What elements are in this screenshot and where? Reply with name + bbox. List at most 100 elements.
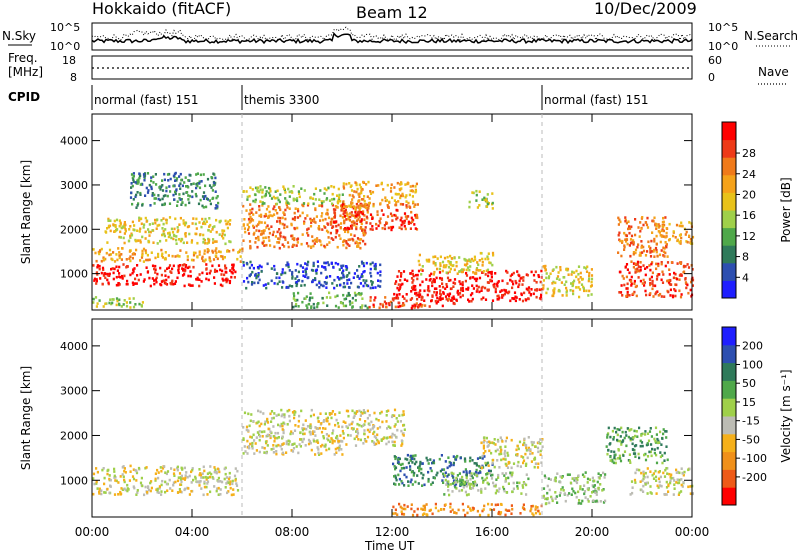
- data-cell: [288, 202, 291, 205]
- data-cell: [362, 228, 365, 231]
- data-cell: [487, 271, 490, 274]
- data-cell: [364, 202, 367, 206]
- data-cell: [242, 452, 245, 455]
- data-cell: [258, 438, 261, 442]
- data-cell: [263, 422, 266, 426]
- data-cell: [601, 489, 604, 492]
- data-cell: [313, 430, 316, 433]
- data-cell: [588, 478, 592, 481]
- data-cell: [509, 471, 512, 475]
- data-cell: [542, 265, 545, 268]
- data-cell: [637, 243, 640, 246]
- data-cell: [484, 197, 487, 201]
- data-cell: [183, 263, 186, 266]
- data-cell: [322, 427, 325, 430]
- data-cell: [415, 291, 418, 295]
- data-cell: [429, 458, 432, 461]
- data-cell: [409, 459, 412, 462]
- data-cell: [442, 481, 445, 484]
- colorbar-tick-label: 20: [742, 188, 756, 201]
- data-cell: [499, 436, 502, 439]
- data-cell: [404, 215, 407, 218]
- data-cell: [249, 442, 252, 446]
- data-cell: [593, 484, 596, 487]
- data-cell: [333, 278, 336, 282]
- data-cell: [653, 240, 656, 243]
- colorbar-tick-label: 15: [742, 396, 756, 409]
- data-cell: [301, 300, 304, 304]
- data-cell: [218, 233, 221, 236]
- data-cell: [394, 305, 397, 309]
- data-cell: [230, 493, 233, 497]
- data-cell: [177, 264, 180, 268]
- data-cell: [279, 208, 282, 212]
- data-cell: [270, 420, 273, 423]
- data-cell: [170, 280, 174, 284]
- data-cell: [329, 296, 332, 299]
- colorbar-label: Power [dB]: [779, 177, 793, 242]
- data-cell: [402, 302, 405, 305]
- data-cell: [212, 477, 215, 480]
- data-cell: [337, 425, 340, 428]
- data-cell: [602, 471, 605, 475]
- data-cell: [634, 471, 637, 475]
- data-cell: [653, 437, 656, 441]
- data-cell: [635, 468, 638, 472]
- data-cell: [242, 426, 245, 429]
- data-cell: [624, 430, 627, 434]
- data-cell: [371, 261, 374, 265]
- data-cell: [623, 244, 626, 247]
- data-cell: [586, 481, 589, 484]
- data-cell: [628, 244, 631, 247]
- data-cell: [125, 258, 128, 261]
- data-cell: [301, 203, 304, 207]
- data-cell: [405, 204, 408, 207]
- data-cell: [132, 297, 135, 300]
- data-cell: [578, 281, 581, 284]
- data-cell: [394, 466, 398, 469]
- data-cell: [103, 482, 106, 486]
- data-cell: [126, 489, 129, 493]
- data-cell: [377, 284, 380, 288]
- colorbar-tick-label: 50: [742, 377, 756, 390]
- data-cell: [496, 459, 499, 462]
- data-cell: [345, 218, 348, 221]
- data-cell: [576, 478, 579, 482]
- data-cell: [347, 217, 350, 221]
- data-cell: [671, 294, 675, 298]
- data-cell: [453, 278, 457, 281]
- data-cell: [165, 482, 168, 486]
- data-cell: [663, 223, 666, 227]
- data-cell: [369, 190, 372, 193]
- data-cell: [208, 475, 212, 479]
- data-cell: [624, 216, 627, 219]
- nave-tick-top: 60: [708, 54, 722, 67]
- data-cell: [283, 187, 286, 191]
- data-cell: [179, 182, 182, 185]
- data-cell: [310, 219, 313, 222]
- data-cell: [172, 282, 175, 286]
- colorbar-tick-label: 4: [742, 271, 749, 284]
- data-cell: [353, 272, 356, 275]
- data-cell: [292, 199, 295, 202]
- data-cell: [677, 493, 680, 496]
- data-cell: [184, 232, 187, 235]
- data-cell: [639, 265, 642, 269]
- data-cell: [175, 238, 178, 242]
- data-cell: [335, 224, 338, 228]
- data-cell: [363, 214, 366, 217]
- data-cell: [379, 263, 382, 267]
- data-cell: [100, 259, 103, 263]
- data-cell: [632, 292, 635, 296]
- data-cell: [616, 438, 619, 442]
- data-cell: [254, 198, 257, 202]
- data-cell: [342, 285, 345, 289]
- data-cell: [403, 473, 406, 477]
- data-cell: [247, 228, 250, 232]
- data-cell: [421, 484, 424, 487]
- data-cell: [475, 189, 478, 193]
- data-cell: [382, 188, 385, 191]
- data-cell: [115, 218, 119, 222]
- data-cell: [302, 423, 305, 427]
- data-cell: [304, 297, 307, 300]
